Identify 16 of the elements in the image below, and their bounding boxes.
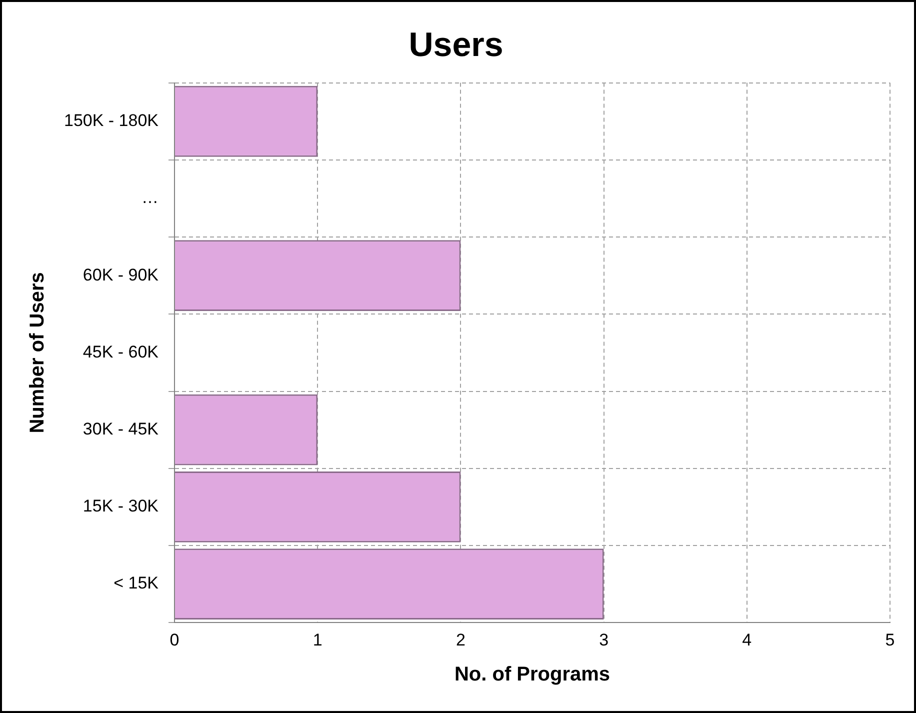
x-tick-label: 0 <box>170 630 180 650</box>
y-tick-label: 150K - 180K <box>64 111 160 130</box>
x-tick-label: 1 <box>312 630 322 650</box>
y-tick-label: 45K - 60K <box>82 342 160 362</box>
y-tick-label: 60K - 90K <box>82 265 160 284</box>
x-tick-label: 2 <box>456 630 466 650</box>
y-tick-label: 30K - 45K <box>82 420 160 438</box>
y-tick-label: … <box>142 188 159 208</box>
x-axis-title: No. of Programs <box>454 664 610 686</box>
x-tick-label: 3 <box>599 630 609 650</box>
x-tick-label: 5 <box>885 630 895 650</box>
y-tick-label: < 15K <box>114 574 160 593</box>
y-axis-title: Number of Users <box>26 272 49 434</box>
y-tick-label: 15K - 30K <box>82 496 160 516</box>
x-tick-label: 4 <box>742 630 752 650</box>
chart-title: Users <box>408 26 504 64</box>
